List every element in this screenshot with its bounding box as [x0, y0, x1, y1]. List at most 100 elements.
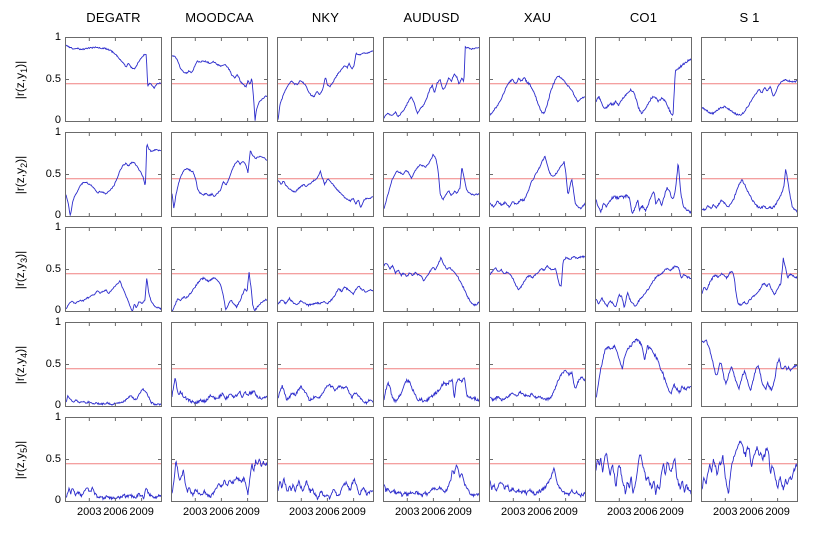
- row-label: |r(z,y2)|: [13, 155, 29, 194]
- series-line: [595, 338, 692, 398]
- subplot-AUDUSD-y5: [383, 417, 480, 507]
- y-tick-label: 0: [54, 399, 61, 411]
- subplot-XAU-y3: [489, 227, 586, 317]
- subplot-CO1-y5: [595, 417, 692, 507]
- subplot-CO1-y1: [595, 37, 692, 127]
- axes-frame: [277, 132, 374, 217]
- series-line: [489, 369, 586, 402]
- series-line: [701, 339, 798, 392]
- y-tick-label: 0.5: [45, 72, 61, 85]
- subplot-canvas: [171, 322, 268, 407]
- x-tick-label: 2003: [183, 506, 208, 518]
- axes-frame: [701, 37, 798, 122]
- subplot-canvas: [701, 322, 798, 407]
- column-title: AUDUSD: [403, 10, 460, 25]
- series-line: [277, 50, 374, 120]
- subplot-canvas: [277, 417, 374, 502]
- subplot-canvas: [277, 322, 374, 407]
- subplot-XAU-y5: [489, 417, 586, 507]
- axes-frame: [489, 227, 586, 312]
- row-label: |r(z,y5)|: [13, 440, 29, 479]
- row-label-text: |r(z,y: [12, 72, 27, 99]
- y-tick-label: 0: [54, 304, 61, 316]
- series-line: [701, 78, 798, 116]
- subplot-MOODCAA-y3: [171, 227, 268, 317]
- subplot-canvas: [489, 227, 586, 312]
- subplot-canvas: [383, 322, 480, 407]
- row-label-text: )|: [12, 250, 27, 258]
- subplot-AUDUSD-y3: [383, 227, 480, 317]
- subplot-canvas: [171, 37, 268, 122]
- subplot-canvas: [595, 37, 692, 122]
- series-line: [383, 45, 480, 119]
- row-label: |r(z,y1)|: [13, 60, 29, 99]
- subplot-canvas: [171, 417, 268, 502]
- x-tick-label: 2003: [501, 506, 526, 518]
- x-tick-label: 2003: [395, 506, 420, 518]
- y-tick-label: 0: [54, 114, 61, 126]
- axes-frame: [489, 132, 586, 217]
- axes-frame: [383, 417, 480, 502]
- subplot-canvas: [65, 37, 162, 122]
- axes-frame: [595, 417, 692, 502]
- series-line: [383, 376, 480, 404]
- subplot-canvas: [65, 132, 162, 217]
- series-line: [383, 256, 480, 307]
- row-label-text: |r(z,y: [12, 357, 27, 384]
- subplot-NKY-y1: [277, 37, 374, 127]
- subplot-canvas: [383, 227, 480, 312]
- subplot-CO1-y2: [595, 132, 692, 222]
- subplot-canvas: [701, 227, 798, 312]
- series-line: [171, 55, 268, 121]
- subplot-DEGATR-y4: [65, 322, 162, 412]
- axes-frame: [65, 417, 162, 502]
- series-line: [595, 265, 692, 309]
- subplot-S1-y2: [701, 132, 798, 222]
- subplot-canvas: [489, 132, 586, 217]
- series-line: [383, 153, 480, 209]
- x-tick-label: 2006: [739, 506, 764, 518]
- row-label: |r(z,y4)|: [13, 345, 29, 384]
- x-tick-label: 2009: [659, 506, 684, 518]
- row-label-text: )|: [12, 60, 27, 68]
- subplot-NKY-y4: [277, 322, 374, 412]
- y-tick-label: 1: [54, 411, 61, 423]
- subplot-XAU-y2: [489, 132, 586, 222]
- x-tick-label: 2009: [447, 506, 472, 518]
- subplot-canvas: [277, 37, 374, 122]
- column-title: S 1: [739, 10, 760, 25]
- series-line: [65, 44, 162, 89]
- subplot-AUDUSD-y4: [383, 322, 480, 412]
- x-tick-label: 2009: [765, 506, 790, 518]
- subplot-DEGATR-y2: [65, 132, 162, 222]
- axes-frame: [383, 322, 480, 407]
- subplot-canvas: [595, 132, 692, 217]
- subplot-MOODCAA-y1: [171, 37, 268, 127]
- y-tick-label: 1: [54, 31, 61, 43]
- axes-frame: [65, 132, 162, 217]
- axes-frame: [65, 322, 162, 407]
- axes-frame: [701, 227, 798, 312]
- subplot-canvas: [701, 132, 798, 217]
- x-tick-label: 2009: [341, 506, 366, 518]
- x-tick-label: 2009: [235, 506, 260, 518]
- series-line: [171, 458, 268, 498]
- subplot-canvas: [65, 227, 162, 312]
- subplot-S1-y1: [701, 37, 798, 127]
- subplot-S1-y4: [701, 322, 798, 412]
- subplot-S1-y5: [701, 417, 798, 507]
- series-line: [489, 155, 586, 210]
- subplot-canvas: [65, 322, 162, 407]
- subplot-MOODCAA-y5: [171, 417, 268, 507]
- column-title: CO1: [629, 10, 658, 25]
- series-line: [171, 272, 268, 312]
- series-line: [277, 383, 374, 406]
- subplot-NKY-y2: [277, 132, 374, 222]
- subplot-canvas: [277, 132, 374, 217]
- axes-frame: [383, 132, 480, 217]
- column-title: MOODCAA: [185, 10, 254, 25]
- series-line: [65, 143, 162, 217]
- axes-frame: [489, 37, 586, 122]
- y-tick-label: 0.5: [45, 452, 61, 465]
